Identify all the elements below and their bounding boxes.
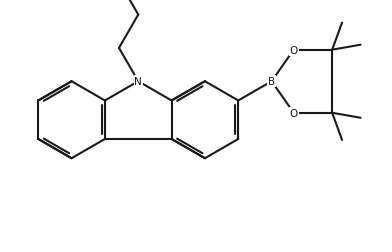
Text: N: N [134,77,142,87]
Text: B: B [268,77,275,87]
Text: O: O [290,46,298,55]
Text: O: O [290,108,298,118]
